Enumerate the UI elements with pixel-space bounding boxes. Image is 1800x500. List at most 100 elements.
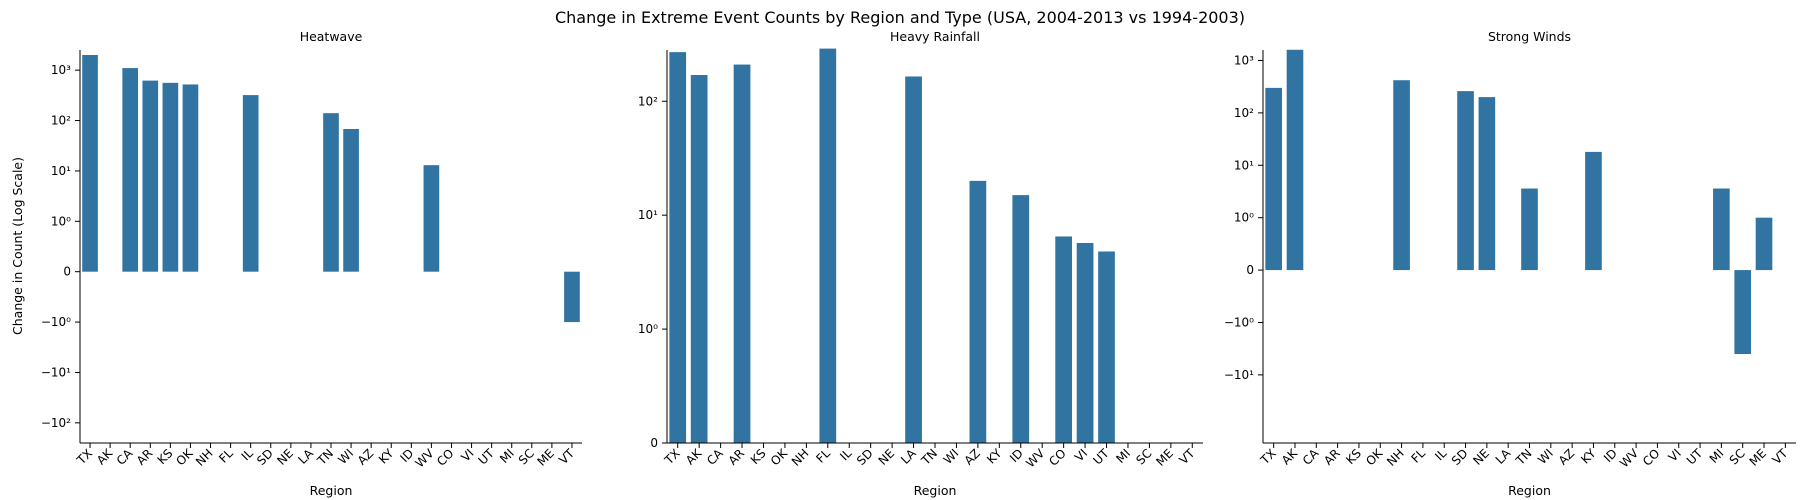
x-tick-label: CO xyxy=(1640,446,1663,469)
x-tick-label: NE xyxy=(274,446,296,468)
bar-vt xyxy=(564,271,580,323)
x-tick-label: LA xyxy=(1493,446,1514,467)
bar-sc xyxy=(1734,270,1752,355)
figure-title: Change in Extreme Event Counts by Region… xyxy=(555,8,1245,27)
x-tick-label: NH xyxy=(193,446,216,469)
x-tick-label: CO xyxy=(1046,446,1069,469)
x-tick-label: OK xyxy=(768,445,791,468)
x-tick-label: NH xyxy=(1384,446,1407,469)
bar-id xyxy=(1012,195,1030,443)
x-tick-label: VT xyxy=(556,446,577,467)
bar-tn xyxy=(323,113,339,272)
bar-vi xyxy=(1076,242,1094,443)
x-tick-label: MI xyxy=(1113,446,1133,466)
bar-ak xyxy=(1286,49,1304,271)
x-tick-label: AK xyxy=(94,445,116,467)
x-tick-label: MI xyxy=(1707,446,1727,466)
y-tick-label: 0 xyxy=(1246,263,1254,277)
x-tick-label: OK xyxy=(1363,445,1386,468)
x-tick-label: VT xyxy=(1770,446,1791,467)
y-tick-label: 10¹ xyxy=(51,164,71,178)
x-tick-label: OK xyxy=(173,445,196,468)
x-tick-label: UT xyxy=(475,446,497,468)
x-tick-label: VI xyxy=(458,446,476,464)
bar-wi xyxy=(343,128,359,272)
x-tick-label: TX xyxy=(661,446,683,468)
y-axis-label: Change in Count (Log Scale) xyxy=(10,157,25,335)
panel-title: Strong Winds xyxy=(1488,29,1571,44)
y-tick-label: 10² xyxy=(51,114,71,128)
x-tick-label: CA xyxy=(114,446,136,468)
x-tick-label: WV xyxy=(412,446,437,471)
panel-heatwave: Heatwave−10²−10¹−10⁰010⁰10¹10²10³TXAKCAA… xyxy=(10,29,582,498)
bar-la xyxy=(905,76,922,444)
x-tick-label: SC xyxy=(516,446,537,467)
y-tick-label: −10⁰ xyxy=(41,315,71,329)
bar-ca xyxy=(122,68,139,272)
x-tick-label: WV xyxy=(1617,446,1642,471)
bar-fl xyxy=(819,48,837,444)
y-tick-label: 0 xyxy=(63,265,71,279)
x-tick-label: AR xyxy=(134,446,156,468)
bar-tx xyxy=(669,52,687,444)
y-tick-label: −10¹ xyxy=(1224,368,1254,382)
x-tick-label: TN xyxy=(918,446,940,468)
x-tick-label: ME xyxy=(534,446,557,469)
x-tick-label: TX xyxy=(74,446,96,468)
bar-co xyxy=(1055,236,1072,443)
y-tick-label: 10³ xyxy=(51,63,71,77)
x-tick-label: WV xyxy=(1023,446,1048,471)
y-tick-label: 10³ xyxy=(1234,53,1254,67)
y-tick-label: 10⁰ xyxy=(1234,211,1254,225)
x-tick-label: VI xyxy=(1072,446,1090,464)
x-tick-label: SD xyxy=(854,446,876,468)
y-tick-label: 10⁰ xyxy=(638,322,658,336)
x-tick-label: FL xyxy=(216,446,236,466)
bar-nh xyxy=(1393,80,1410,271)
y-tick-label: 10¹ xyxy=(1234,158,1254,172)
y-tick-label: −10² xyxy=(41,416,71,430)
y-tick-label: −10¹ xyxy=(41,365,71,379)
bar-az xyxy=(969,180,987,443)
x-tick-label: ID xyxy=(1007,446,1026,465)
x-tick-label: AR xyxy=(726,446,748,468)
bar-tn xyxy=(1521,188,1538,271)
x-tick-label: LA xyxy=(295,446,316,467)
x-tick-label: SC xyxy=(1727,446,1748,467)
bar-me xyxy=(1755,217,1773,271)
x-tick-label: IL xyxy=(837,446,854,463)
x-tick-label: AR xyxy=(1321,446,1343,468)
x-tick-label: AZ xyxy=(355,446,377,468)
x-tick-label: WI xyxy=(941,446,962,467)
x-axis-label: Region xyxy=(914,483,957,498)
x-tick-label: CA xyxy=(1300,446,1322,468)
x-tick-label: SD xyxy=(254,446,276,468)
bar-ok xyxy=(182,84,199,272)
y-tick-label: 10² xyxy=(638,94,658,108)
x-axis-label: Region xyxy=(310,483,353,498)
x-tick-label: FL xyxy=(1409,446,1429,466)
x-tick-label: IL xyxy=(1432,446,1449,463)
x-tick-label: IL xyxy=(239,446,256,463)
x-tick-label: WI xyxy=(1535,446,1556,467)
bar-ar xyxy=(142,80,159,272)
bar-il xyxy=(242,95,259,272)
x-tick-label: ME xyxy=(1747,446,1770,469)
x-tick-label: CO xyxy=(434,446,457,469)
x-tick-label: MI xyxy=(497,446,517,466)
x-tick-label: CA xyxy=(704,446,726,468)
x-tick-label: VI xyxy=(1666,446,1684,464)
x-tick-label: KY xyxy=(1578,446,1599,467)
x-tick-label: NE xyxy=(876,446,898,468)
x-tick-label: FL xyxy=(813,446,833,466)
bar-ky xyxy=(1585,151,1602,271)
bar-sd xyxy=(1457,91,1474,271)
x-tick-label: AK xyxy=(683,445,705,467)
x-tick-label: WI xyxy=(335,446,356,467)
y-tick-label: 10² xyxy=(1234,106,1254,120)
x-tick-label: TN xyxy=(314,446,336,468)
y-tick-label: −10⁰ xyxy=(1224,315,1254,329)
